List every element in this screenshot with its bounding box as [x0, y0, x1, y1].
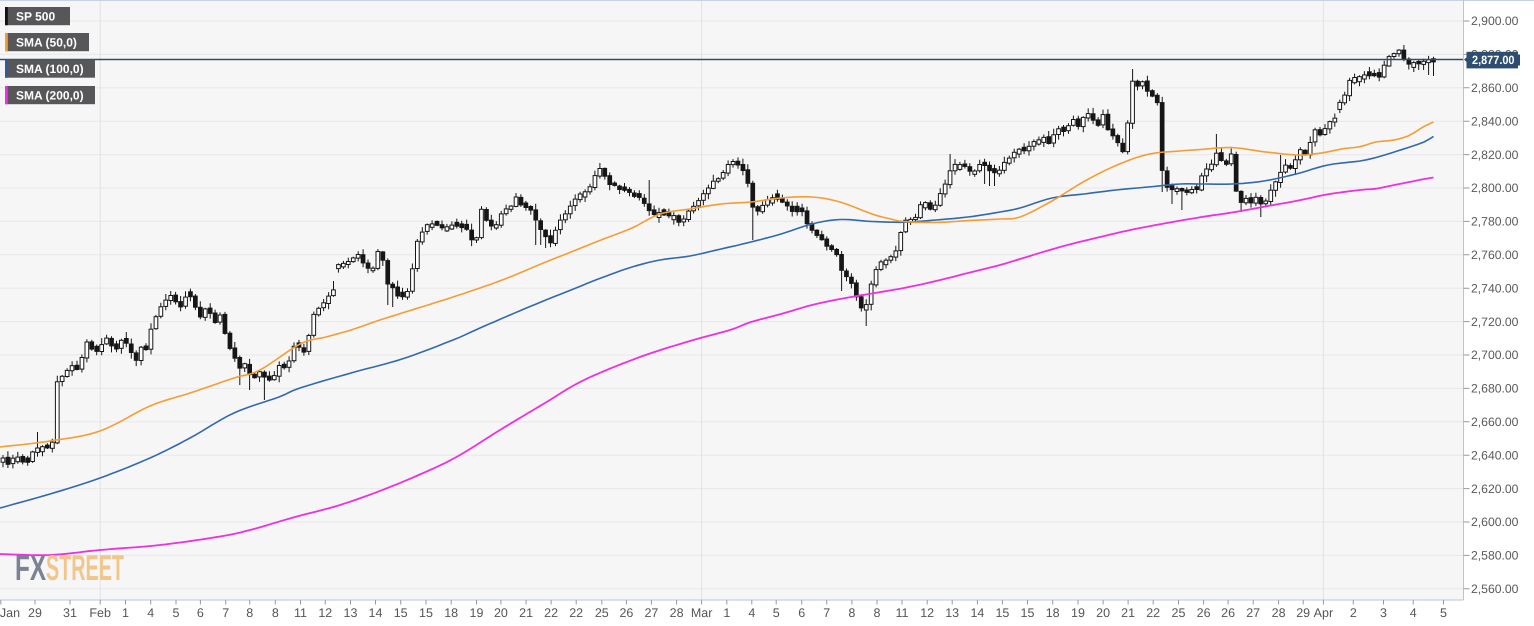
svg-text:15: 15: [419, 606, 433, 620]
svg-text:8: 8: [848, 606, 855, 620]
svg-text:22: 22: [544, 606, 558, 620]
svg-text:5: 5: [773, 606, 780, 620]
svg-text:27: 27: [1246, 606, 1260, 620]
svg-text:26: 26: [1221, 606, 1235, 620]
svg-text:29: 29: [28, 606, 42, 620]
svg-text:31: 31: [63, 606, 77, 620]
svg-text:SMA (200,0): SMA (200,0): [16, 88, 84, 102]
svg-text:11: 11: [896, 606, 909, 620]
svg-text:2,780.00: 2,780.00: [1471, 215, 1519, 229]
svg-text:2: 2: [1350, 606, 1357, 620]
svg-text:SP 500: SP 500: [16, 9, 55, 23]
svg-text:Apr: Apr: [1314, 606, 1333, 620]
svg-text:2,860.00: 2,860.00: [1471, 81, 1519, 95]
svg-text:11: 11: [294, 606, 307, 620]
svg-text:SMA (50,0): SMA (50,0): [16, 35, 77, 49]
svg-text:25: 25: [595, 606, 609, 620]
svg-text:7: 7: [222, 606, 229, 620]
svg-text:Mar: Mar: [691, 606, 713, 620]
svg-text:20: 20: [1096, 606, 1110, 620]
svg-text:2,600.00: 2,600.00: [1471, 515, 1519, 529]
svg-text:14: 14: [970, 606, 984, 620]
svg-text:26: 26: [619, 606, 633, 620]
svg-text:13: 13: [945, 606, 959, 620]
svg-text:27: 27: [644, 606, 658, 620]
svg-text:SMA (100,0): SMA (100,0): [16, 62, 84, 76]
svg-text:25: 25: [1172, 606, 1186, 620]
svg-text:FX: FX: [15, 547, 46, 588]
svg-text:28: 28: [670, 606, 684, 620]
svg-text:15: 15: [394, 606, 408, 620]
svg-text:2,800.00: 2,800.00: [1471, 181, 1519, 195]
svg-text:14: 14: [369, 606, 383, 620]
svg-text:12: 12: [318, 606, 332, 620]
svg-text:2,720.00: 2,720.00: [1471, 315, 1519, 329]
svg-text:2,700.00: 2,700.00: [1471, 348, 1519, 362]
svg-text:28: 28: [1272, 606, 1286, 620]
svg-text:4: 4: [748, 606, 755, 620]
svg-text:2,640.00: 2,640.00: [1471, 448, 1519, 462]
svg-text:2,680.00: 2,680.00: [1471, 382, 1519, 396]
svg-text:2,877.00: 2,877.00: [1472, 53, 1515, 67]
svg-text:8: 8: [874, 606, 881, 620]
svg-text:2,560.00: 2,560.00: [1471, 582, 1519, 596]
svg-text:8: 8: [272, 606, 279, 620]
svg-text:15: 15: [995, 606, 1009, 620]
svg-text:26: 26: [1197, 606, 1211, 620]
svg-text:1: 1: [122, 606, 129, 620]
svg-text:2,760.00: 2,760.00: [1471, 248, 1519, 262]
svg-text:6: 6: [798, 606, 805, 620]
svg-text:21: 21: [519, 606, 533, 620]
svg-text:2,620.00: 2,620.00: [1471, 482, 1519, 496]
svg-text:12: 12: [920, 606, 934, 620]
svg-text:Jan: Jan: [0, 606, 20, 620]
svg-text:2,660.00: 2,660.00: [1471, 415, 1519, 429]
svg-text:20: 20: [494, 606, 508, 620]
svg-text:5: 5: [173, 606, 180, 620]
svg-text:13: 13: [344, 606, 358, 620]
svg-text:5: 5: [1440, 606, 1447, 620]
svg-text:4: 4: [147, 606, 154, 620]
svg-text:7: 7: [823, 606, 830, 620]
svg-text:18: 18: [444, 606, 458, 620]
svg-text:2,580.00: 2,580.00: [1471, 549, 1519, 563]
svg-text:22: 22: [1146, 606, 1160, 620]
svg-text:29: 29: [1296, 606, 1310, 620]
svg-text:2,740.00: 2,740.00: [1471, 281, 1519, 295]
svg-text:22: 22: [569, 606, 583, 620]
svg-text:18: 18: [1046, 606, 1060, 620]
svg-text:2,840.00: 2,840.00: [1471, 114, 1519, 128]
svg-text:3: 3: [1380, 606, 1387, 620]
svg-text:15: 15: [1021, 606, 1035, 620]
svg-text:Feb: Feb: [89, 606, 111, 620]
svg-text:6: 6: [197, 606, 204, 620]
svg-text:8: 8: [246, 606, 253, 620]
svg-text:2,820.00: 2,820.00: [1471, 148, 1519, 162]
svg-text:21: 21: [1121, 606, 1135, 620]
svg-text:STREET: STREET: [46, 547, 124, 588]
svg-text:1: 1: [723, 606, 730, 620]
svg-text:19: 19: [470, 606, 484, 620]
svg-text:19: 19: [1071, 606, 1085, 620]
svg-text:4: 4: [1410, 606, 1417, 620]
svg-text:2,900.00: 2,900.00: [1471, 14, 1519, 28]
